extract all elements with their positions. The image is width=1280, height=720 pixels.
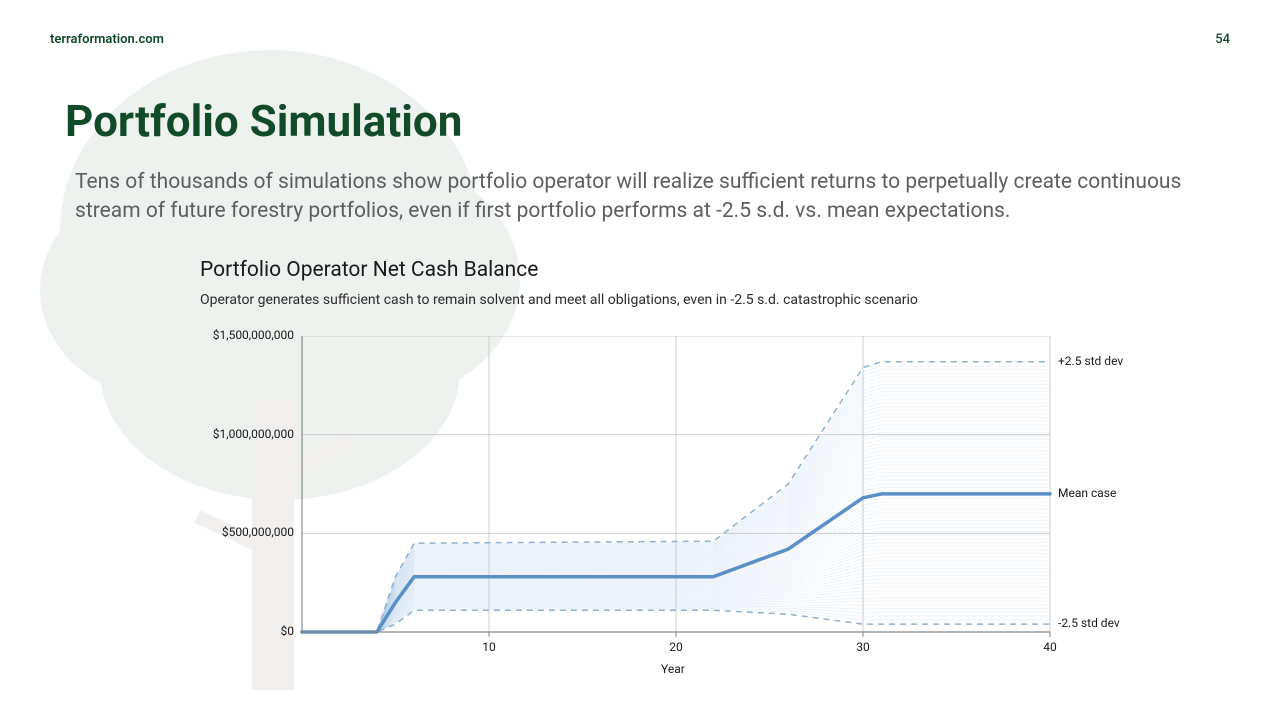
page-number: 54 [1215,32,1230,47]
label-upper: +2.5 std dev [1058,354,1123,368]
chart-subtitle: Operator generates sufficient cash to re… [200,292,918,308]
header-url: terraformation.com [50,32,164,47]
page-subtitle: Tens of thousands of simulations show po… [75,168,1215,227]
chart-title: Portfolio Operator Net Cash Balance [200,258,538,282]
chart-area: $0$500,000,000$1,000,000,000$1,500,000,0… [200,336,1160,696]
label-lower: -2.5 std dev [1058,616,1120,630]
label-mean: Mean case [1058,486,1116,500]
page-title: Portfolio Simulation [65,95,462,147]
x-axis-title: Year [661,662,685,676]
